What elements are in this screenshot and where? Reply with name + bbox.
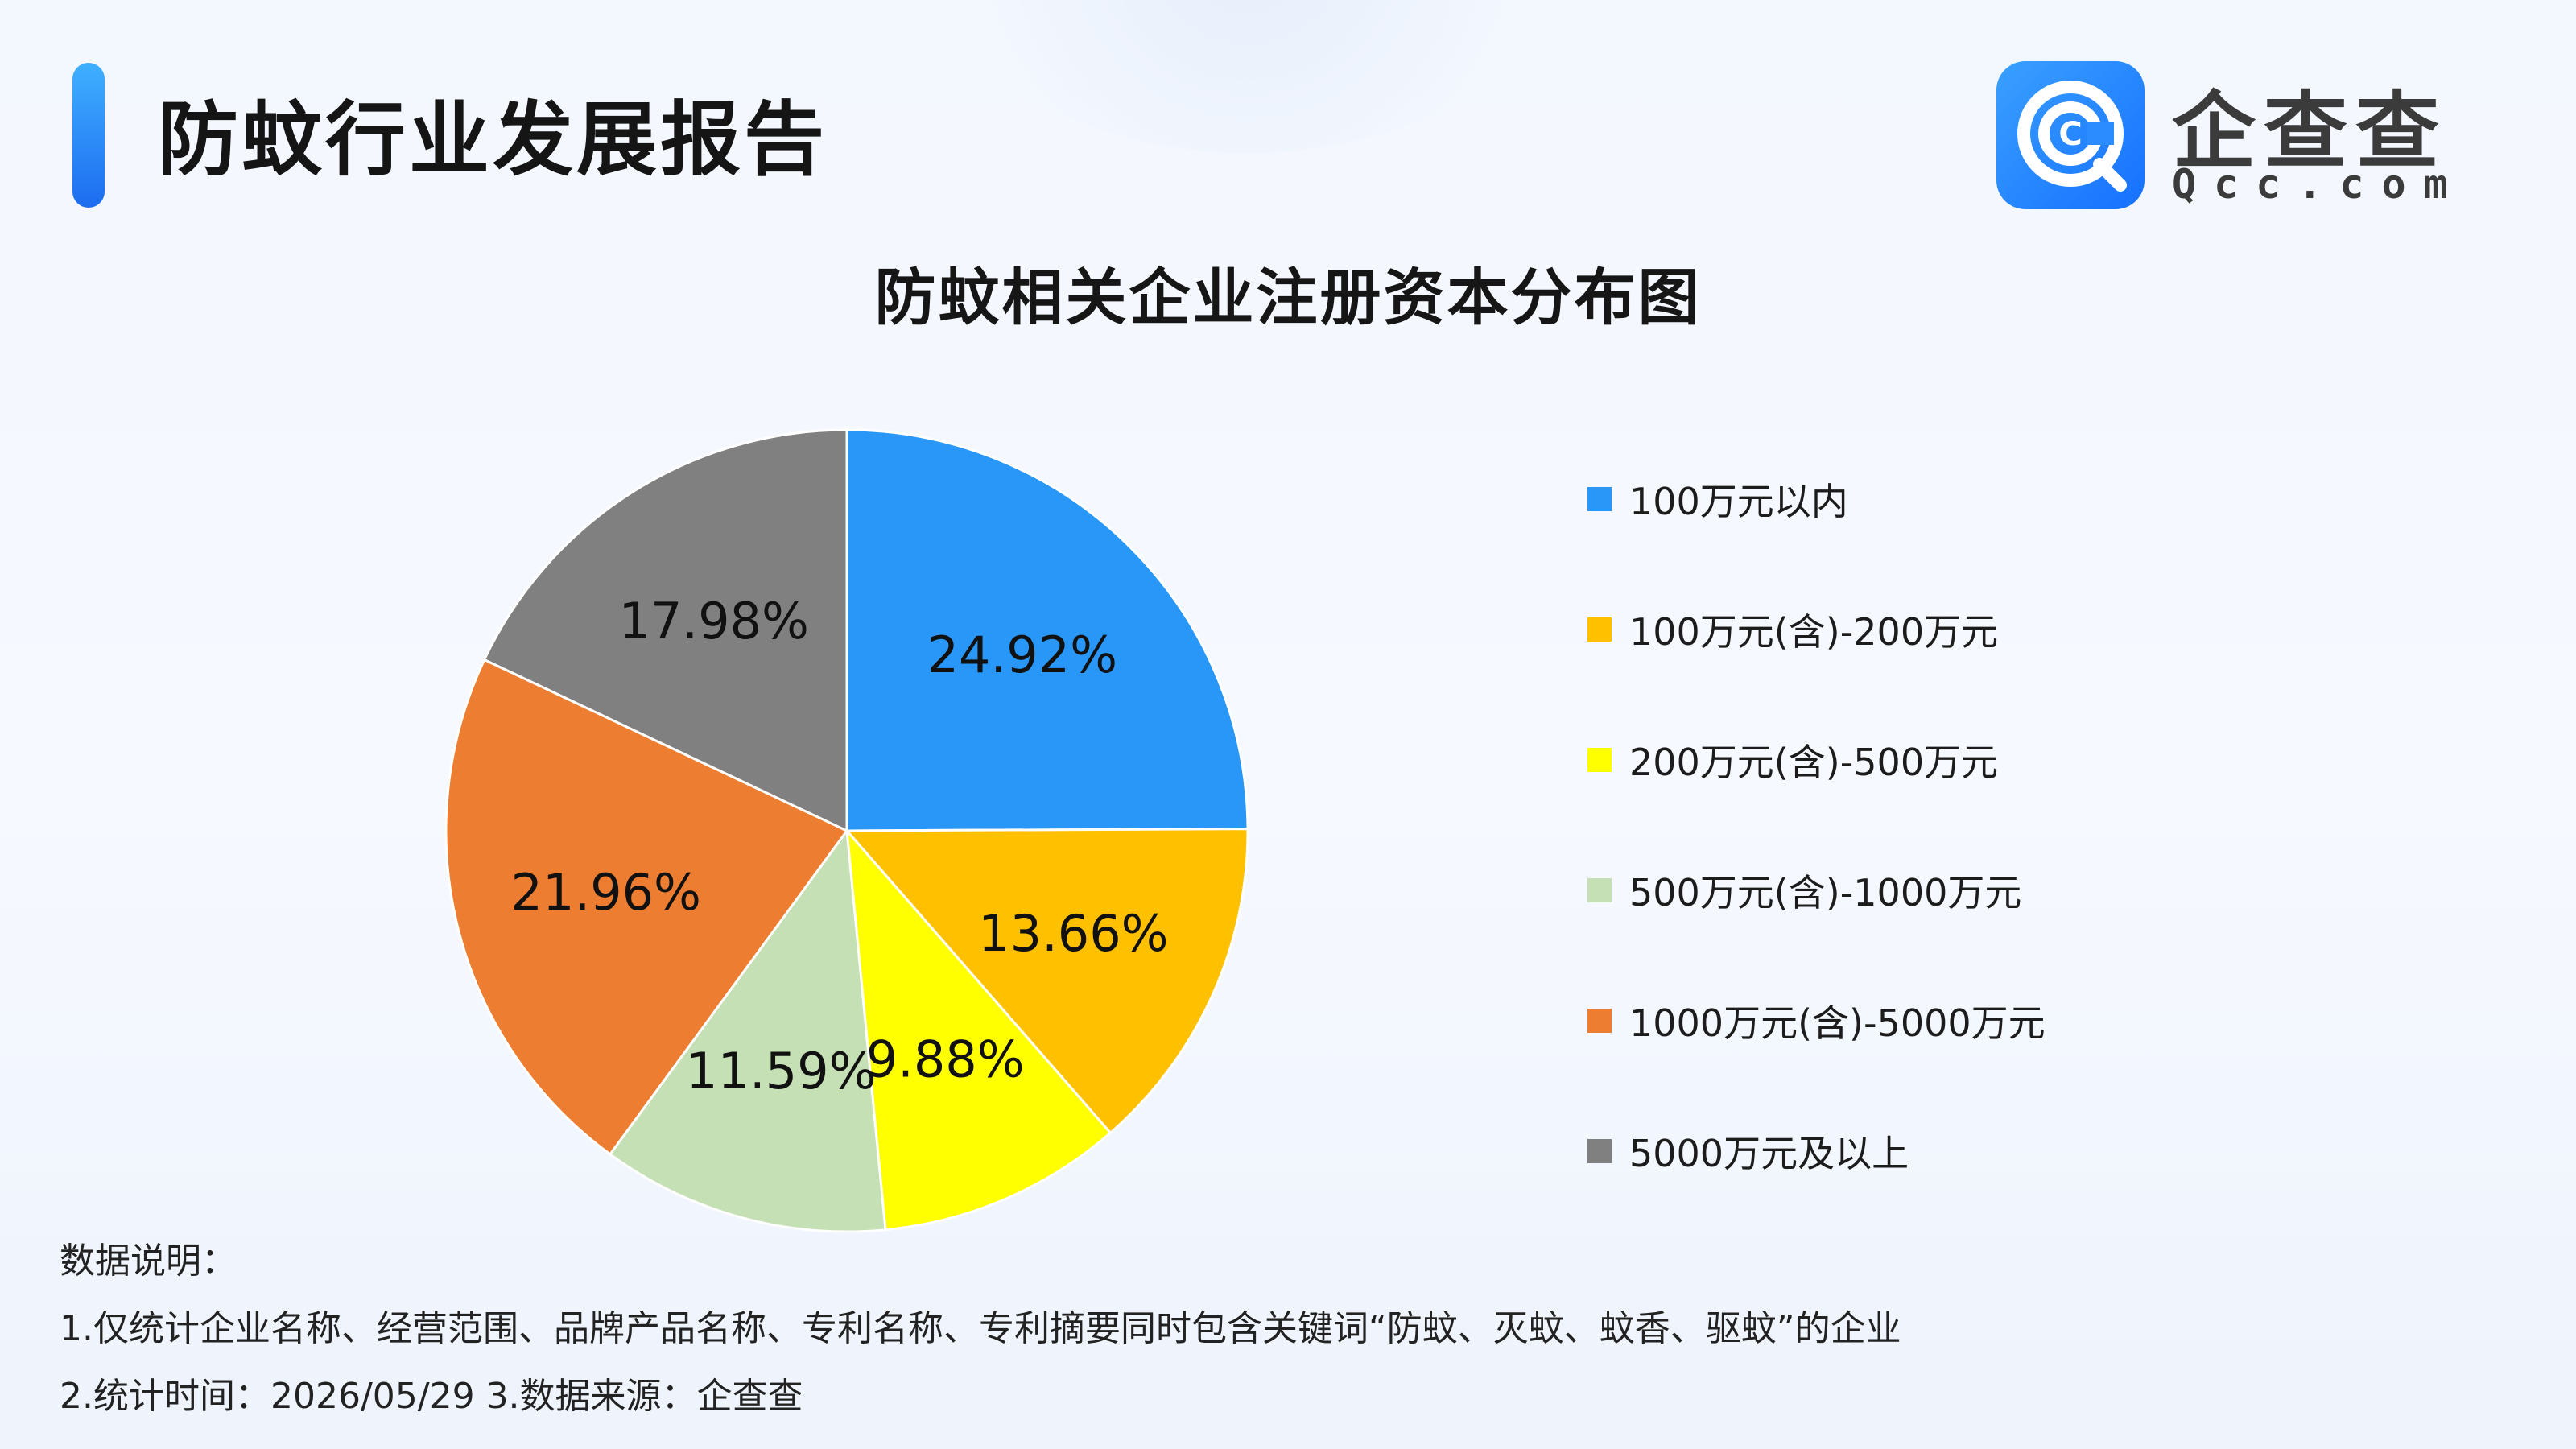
legend-item-4: 500万元(含)-1000万元 xyxy=(1587,866,2021,914)
legend-label: 100万元以内 xyxy=(1629,480,1848,523)
slice-label-6: 17.98% xyxy=(619,592,809,650)
legend-label: 1000万元(含)-5000万元 xyxy=(1629,1001,2046,1045)
slice-label-4: 11.59% xyxy=(686,1042,876,1100)
legend-label: 100万元(含)-200万元 xyxy=(1629,610,1999,654)
legend-item-6: 5000万元及以上 xyxy=(1587,1127,1909,1175)
notes-line-2: 2.统计时间：2026/05/29 3.数据来源：企查查 xyxy=(60,1376,803,1417)
pie-slice-5 xyxy=(444,658,849,1156)
title-accent-bar xyxy=(72,63,105,208)
notes-heading: 数据说明： xyxy=(60,1241,237,1282)
legend-item-5: 1000万元(含)-5000万元 xyxy=(1587,997,2046,1045)
legend-swatch xyxy=(1587,617,1612,642)
notes-line-1: 1.仅统计企业名称、经营范围、品牌产品名称、专利名称、专利摘要同时包含关键词“防… xyxy=(60,1308,1901,1349)
pie-slice-3 xyxy=(845,827,1113,1232)
legend-swatch xyxy=(1587,878,1612,902)
qcc-logo: C 企查查 Qcc.com xyxy=(1996,60,2479,213)
legend-item-1: 100万元以内 xyxy=(1587,475,1848,523)
legend-swatch xyxy=(1587,487,1612,511)
report-title: 防蚊行业发展报告 xyxy=(158,93,828,187)
logo-badge-glyph: C xyxy=(2058,116,2082,153)
legend-item-3: 200万元(含)-500万元 xyxy=(1587,736,1998,784)
legend-swatch xyxy=(1587,1139,1612,1163)
pie-slice-6 xyxy=(482,428,848,833)
pie-slice-4 xyxy=(608,827,887,1233)
pie-slice-1 xyxy=(845,428,1249,832)
legend-label: 500万元(含)-1000万元 xyxy=(1629,871,2022,914)
chart-title: 防蚊相关企业注册资本分布图 xyxy=(874,262,1702,333)
legend-label: 5000万元及以上 xyxy=(1629,1132,1909,1175)
slice-label-5: 21.96% xyxy=(511,863,701,922)
slice-label-2: 13.66% xyxy=(978,904,1168,963)
logo-name: 企查查 xyxy=(2172,82,2448,180)
legend-item-2: 100万元(含)-200万元 xyxy=(1587,605,1998,654)
legend-swatch xyxy=(1587,1009,1612,1033)
slice-label-1: 24.92% xyxy=(927,625,1117,684)
logo-domain: Qcc.com xyxy=(2172,161,2466,208)
pie-slice-2 xyxy=(844,828,1249,1135)
qcc-logo-icon: C xyxy=(1996,61,2145,209)
slice-label-3: 9.88% xyxy=(866,1030,1025,1089)
legend-label: 200万元(含)-500万元 xyxy=(1629,741,1999,784)
legend-swatch xyxy=(1587,748,1612,772)
